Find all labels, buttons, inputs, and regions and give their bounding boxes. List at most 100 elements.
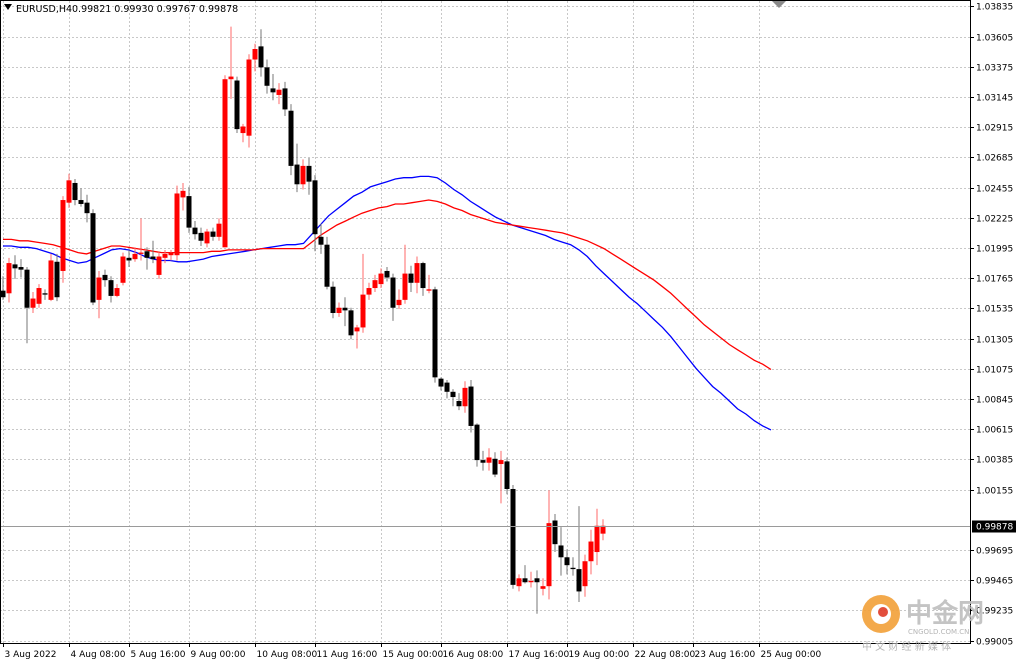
- candle-body: [330, 286, 336, 313]
- candle: [60, 196, 66, 283]
- chart-shift-marker-icon[interactable]: [772, 1, 786, 8]
- candle: [348, 307, 354, 340]
- candle-body: [54, 261, 60, 298]
- candle: [588, 529, 594, 575]
- candle: [540, 578, 546, 596]
- candle: [570, 557, 576, 576]
- candle-body: [414, 263, 420, 283]
- candle: [402, 244, 408, 304]
- candle-body: [78, 200, 84, 204]
- time-tick-label: 5 Aug 16:00: [131, 650, 186, 660]
- candle: [132, 247, 138, 262]
- moving-average-lines: [3, 175, 772, 431]
- candle-body: [240, 126, 246, 134]
- candle: [444, 379, 450, 399]
- candle-body: [534, 578, 540, 583]
- candle: [420, 261, 426, 296]
- candle-body: [18, 267, 24, 270]
- candle: [210, 227, 216, 241]
- candle-body: [276, 89, 282, 95]
- candle: [504, 457, 510, 495]
- candle-body: [522, 578, 528, 583]
- candle-body: [462, 387, 468, 407]
- candle-body: [162, 253, 168, 258]
- price-tick-label: 1.01995: [976, 245, 1013, 255]
- candle: [102, 269, 108, 287]
- candle-body: [468, 386, 474, 426]
- candle-body: [282, 88, 288, 110]
- candle: [324, 236, 330, 290]
- candle-body: [486, 457, 492, 463]
- price-tick-label: 1.03835: [976, 3, 1013, 13]
- candle: [498, 450, 504, 504]
- candle-body: [72, 182, 78, 201]
- candle-body: [432, 289, 438, 378]
- price-tick-label: 1.01075: [976, 366, 1013, 376]
- candle: [216, 218, 222, 241]
- candle: [564, 549, 570, 575]
- candle-body: [270, 88, 276, 93]
- candle-body: [492, 458, 498, 475]
- candle-body: [216, 223, 222, 237]
- candle-body: [528, 580, 534, 583]
- candle-body: [576, 569, 582, 592]
- price-tick-label: 1.00155: [976, 487, 1013, 497]
- time-tick-label: 15 Aug 00:00: [383, 650, 444, 660]
- current-price-tag-bg: [972, 520, 1016, 533]
- candle-body: [186, 196, 192, 228]
- price-tick-label: 1.02915: [976, 124, 1013, 134]
- candle: [186, 186, 192, 233]
- price-tick-label: 1.02685: [976, 154, 1013, 164]
- candle: [300, 159, 306, 190]
- candle: [276, 83, 282, 105]
- time-tick-label: 22 Aug 08:00: [635, 650, 696, 660]
- price-tick-label: 1.01765: [976, 275, 1013, 285]
- candle-body: [480, 460, 486, 463]
- symbol-timeframe: EURUSD,H4: [16, 4, 72, 15]
- candle: [378, 268, 384, 289]
- candle-body: [450, 391, 456, 398]
- candle: [126, 249, 132, 268]
- candle-body: [174, 193, 180, 256]
- candle: [282, 81, 288, 116]
- candle: [534, 570, 540, 614]
- price-axis[interactable]: 1.03835 1.03605 1.03375 1.03145 1.02915 1.026…: [970, 3, 1013, 648]
- time-tick-label: 3 Aug 2022: [5, 650, 57, 660]
- candle: [342, 297, 348, 327]
- candle-body: [126, 257, 132, 261]
- candle-body: [0, 290, 6, 298]
- candle: [474, 423, 480, 467]
- candle: [180, 182, 186, 211]
- candle-body: [546, 523, 552, 587]
- candle-body: [252, 48, 258, 60]
- price-tick-label: 1.01535: [976, 305, 1013, 315]
- candle: [594, 508, 600, 566]
- candle-body: [510, 488, 516, 585]
- candle-body: [114, 288, 120, 296]
- candle: [156, 251, 162, 279]
- candle: [264, 59, 270, 94]
- candle: [480, 450, 486, 471]
- time-tick-label: 25 Aug 00:00: [761, 650, 822, 660]
- price-tick-label: 1.01305: [976, 336, 1013, 346]
- candle: [204, 228, 210, 248]
- candle: [432, 286, 438, 383]
- candle: [318, 223, 324, 254]
- candle: [114, 284, 120, 298]
- candle: [294, 143, 300, 193]
- time-axis[interactable]: 3 Aug 2022 4 Aug 08:00 5 Aug 16:00 9 Aug 00…: [3, 643, 822, 660]
- candle: [600, 519, 606, 541]
- ohlc-values: 0.99821 0.99930 0.99767 0.99878: [72, 4, 238, 15]
- candle-body: [210, 231, 216, 237]
- candle-body: [498, 460, 504, 465]
- candle: [468, 379, 474, 433]
- price-tick-label: 1.00845: [976, 396, 1013, 406]
- candle: [552, 513, 558, 553]
- symbol-menu-icon[interactable]: [4, 4, 12, 10]
- candle: [222, 75, 228, 248]
- candle-body: [222, 79, 228, 248]
- candle-body: [474, 424, 480, 461]
- candle-body: [384, 270, 390, 278]
